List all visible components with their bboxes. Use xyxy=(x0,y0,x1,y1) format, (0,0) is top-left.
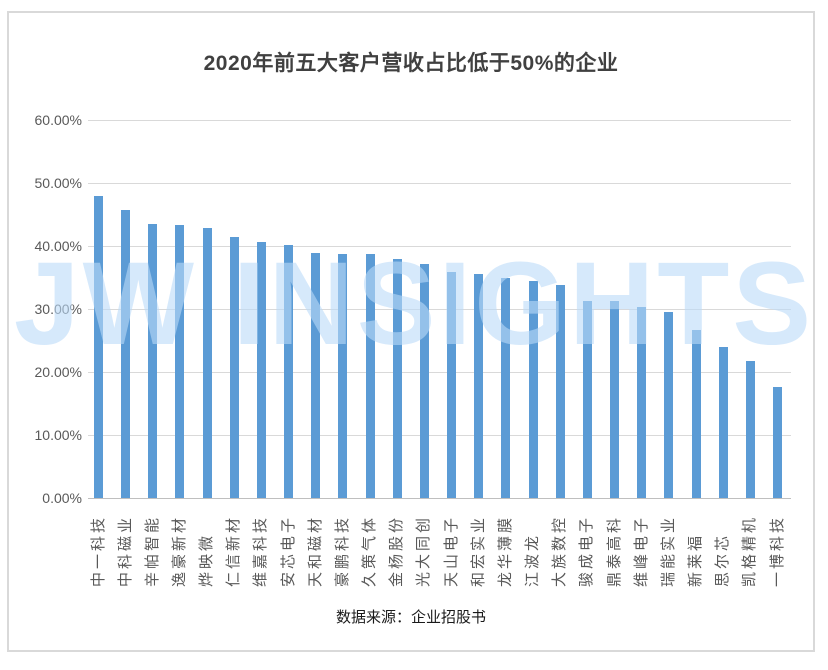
gridline xyxy=(88,372,791,373)
x-tick-label: 光大同创 xyxy=(415,514,433,587)
bar-安芯电子 xyxy=(284,245,294,498)
y-tick-label: 30.00% xyxy=(34,301,82,317)
x-tick-label: 和宏实业 xyxy=(469,514,487,587)
bar-大族数控 xyxy=(555,285,565,498)
bar-江波龙 xyxy=(528,280,538,498)
x-tick-label: 维嘉科技 xyxy=(252,514,270,587)
x-tick-label: 天山电子 xyxy=(442,514,460,587)
bar-天和磁材 xyxy=(311,252,321,498)
x-tick-label: 久策气体 xyxy=(361,514,379,587)
bar-龙华薄膜 xyxy=(501,278,511,498)
x-tick-label: 中科磁业 xyxy=(116,514,134,587)
y-tick-label: 60.00% xyxy=(34,112,82,128)
bar-天山电子 xyxy=(447,271,457,498)
bar-辛帕智能 xyxy=(148,223,158,498)
x-tick-label: 辛帕智能 xyxy=(143,514,161,587)
bar-一博科技 xyxy=(773,387,782,498)
x-tick-label: 烨映微 xyxy=(198,532,216,587)
bar-维嘉科技 xyxy=(256,241,266,498)
bar-逸豪新材 xyxy=(175,225,185,498)
bar-思尔芯 xyxy=(718,347,728,498)
bar-鼎泰高科 xyxy=(610,301,620,498)
x-tick-label: 瑞能实业 xyxy=(659,514,677,587)
x-tick-label: 仁信新材 xyxy=(225,514,243,587)
bar-光大同创 xyxy=(419,264,429,498)
x-tick-label: 天和磁材 xyxy=(306,514,324,587)
x-tick-label: 金杨股份 xyxy=(388,514,406,587)
bar-豪鹏科技 xyxy=(338,253,348,498)
x-tick-label: 豪鹏科技 xyxy=(333,514,351,587)
x-tick-label: 一博科技 xyxy=(768,514,786,587)
x-tick-label: 龙华薄膜 xyxy=(496,514,514,587)
x-tick-label: 维峰电子 xyxy=(632,514,650,587)
chart-title: 2020年前五大客户营收占比低于50%的企业 xyxy=(203,52,619,75)
y-tick-label: 0.00% xyxy=(42,490,82,506)
bar-维峰电子 xyxy=(637,307,647,498)
y-tick-label: 20.00% xyxy=(34,364,82,380)
x-tick-label: 安芯电子 xyxy=(279,514,297,587)
chart-frame xyxy=(7,11,815,652)
x-tick-label: 新莱福 xyxy=(687,532,705,587)
bar-新莱福 xyxy=(691,330,701,498)
x-tick-label: 中一科技 xyxy=(89,514,107,587)
y-tick-label: 50.00% xyxy=(34,175,82,191)
x-tick-label: 骏成电子 xyxy=(578,514,596,587)
bar-瑞能实业 xyxy=(664,311,674,498)
bar-中科磁业 xyxy=(121,210,131,498)
gridline xyxy=(88,120,791,121)
x-tick-label: 大族数控 xyxy=(551,514,569,587)
bar-仁信新材 xyxy=(229,237,239,498)
bar-烨映微 xyxy=(202,227,212,498)
y-tick-label: 40.00% xyxy=(34,238,82,254)
x-tick-label: 凯格精机 xyxy=(741,514,759,587)
data-source: 数据来源：企业招股书 xyxy=(335,609,486,626)
gridline xyxy=(88,183,791,184)
gridline xyxy=(88,435,791,436)
x-tick-label: 思尔芯 xyxy=(714,532,732,587)
x-tick-label: 逸豪新材 xyxy=(170,514,188,587)
gridline xyxy=(88,246,791,247)
y-tick-label: 10.00% xyxy=(34,427,82,443)
x-axis-line xyxy=(88,498,791,499)
x-tick-label: 江波龙 xyxy=(524,532,542,587)
bar-中一科技 xyxy=(94,195,103,498)
gridline xyxy=(88,309,791,310)
bar-骏成电子 xyxy=(582,300,592,498)
bar-和宏实业 xyxy=(474,274,484,498)
bar-金杨股份 xyxy=(392,258,402,498)
bar-久策气体 xyxy=(365,254,375,498)
bar-凯格精机 xyxy=(745,360,755,498)
x-tick-label: 鼎泰高科 xyxy=(605,514,623,587)
